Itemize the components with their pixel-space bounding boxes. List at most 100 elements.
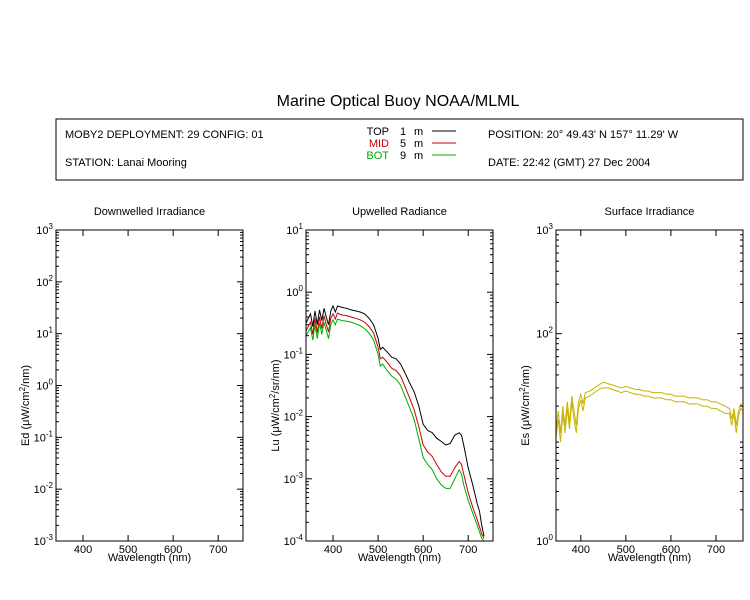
y-tick-base: 10	[34, 432, 46, 444]
position-text: POSITION: 20° 49.43' N 157° 11.29' W	[488, 129, 679, 141]
y-tick-label: 103	[536, 222, 553, 237]
y-tick-exponent: -2	[296, 409, 304, 418]
y-axis-label-part: Lu (	[270, 432, 282, 451]
y-tick-exponent: 0	[49, 378, 54, 387]
x-axis-label: Wavelength (nm)	[608, 552, 691, 564]
y-tick-base: 10	[36, 381, 48, 393]
y-tick-exponent: 3	[49, 222, 54, 231]
y-tick-exponent: -1	[46, 429, 54, 438]
y-tick-label: 10-4	[284, 533, 304, 548]
legend-depth-value: 9	[400, 150, 406, 162]
x-tick-label: 700	[209, 544, 227, 556]
y-axis-label: Ed (μW/cm2/nm)	[18, 365, 32, 446]
x-tick-label: 700	[707, 544, 725, 556]
y-axis-label-part: μW/cm	[270, 398, 282, 432]
depth-legend: TOP 1 m MID 5 m BOT 9 m	[366, 126, 456, 162]
y-axis-label-part: /nm)	[520, 365, 532, 387]
y-tick-base: 10	[34, 536, 46, 548]
plot-frame	[55, 229, 244, 542]
y-axis-label-part: 2	[268, 393, 277, 398]
y-tick-base: 10	[36, 225, 48, 237]
y-axis-label-part: Ed (	[20, 426, 32, 447]
x-tick-label: 600	[662, 544, 680, 556]
x-axis-label: Wavelength (nm)	[358, 552, 441, 564]
legend-depth-unit: m	[414, 126, 423, 138]
y-tick-label: 10-1	[34, 429, 54, 444]
y-axis-label-part: 2	[518, 387, 527, 392]
header-box: MOBY2 DEPLOYMENT: 29 CONFIG: 01 STATION:…	[55, 118, 744, 181]
y-tick-label: 103	[36, 222, 53, 237]
y-axis-label-part: Es (	[520, 426, 532, 446]
x-tick-label: 600	[164, 544, 182, 556]
y-tick-exponent: 3	[549, 222, 554, 231]
legend-label-top: TOP	[367, 126, 389, 138]
y-tick-label: 100	[36, 378, 53, 393]
y-tick-exponent: 2	[549, 326, 554, 335]
x-tick-label: 500	[617, 544, 635, 556]
y-tick-exponent: 1	[299, 222, 304, 231]
y-tick-label: 100	[286, 284, 303, 299]
y-tick-base: 10	[536, 329, 548, 341]
chart-title: Downwelled Irradiance	[94, 206, 205, 218]
x-tick-label: 500	[369, 544, 387, 556]
y-tick-label: 10-3	[34, 533, 54, 548]
y-axis-label-part: /nm)	[20, 365, 32, 387]
y-tick-base: 10	[286, 225, 298, 237]
legend-depth-value: 5	[400, 138, 406, 150]
y-tick-base: 10	[36, 277, 48, 289]
y-tick-exponent: 2	[49, 274, 54, 283]
y-axis-label-part: μW/cm	[520, 392, 532, 426]
x-axis-label: Wavelength (nm)	[108, 552, 191, 564]
x-tick-label: 400	[572, 544, 590, 556]
legend-label-bot: BOT	[366, 150, 389, 162]
y-tick-label: 101	[36, 326, 53, 341]
chart-title: Upwelled Radiance	[352, 206, 447, 218]
y-tick-base: 10	[34, 484, 46, 496]
chart-panel-1: Downwelled Irradiance 400 500 600 700 Wavelen…	[18, 206, 244, 564]
series-line-top	[306, 304, 485, 537]
y-axis-label-part: μW/cm	[20, 391, 32, 425]
y-tick-exponent: -3	[46, 533, 54, 542]
y-tick-exponent: 0	[299, 284, 304, 293]
y-tick-label: 101	[286, 222, 303, 237]
y-tick-base: 10	[284, 474, 296, 486]
series-line-mid	[306, 312, 485, 539]
date-text: DATE: 22:42 (GMT) 27 Dec 2004	[488, 157, 650, 169]
x-tick-label: 600	[414, 544, 432, 556]
y-tick-base: 10	[36, 329, 48, 341]
y-axis-label-part: /sr/nm)	[270, 359, 282, 393]
y-tick-label: 102	[536, 326, 553, 341]
series-line-surface-a	[556, 381, 743, 434]
y-tick-exponent: -3	[296, 471, 304, 480]
y-tick-exponent: 1	[49, 326, 54, 335]
legend-depth-value: 1	[400, 126, 406, 138]
plot-frame	[555, 229, 744, 542]
y-tick-exponent: -2	[46, 481, 54, 490]
y-tick-exponent: -1	[296, 346, 304, 355]
x-tick-label: 400	[74, 544, 92, 556]
x-tick-label: 400	[324, 544, 342, 556]
y-axis-label-part: 2	[18, 386, 27, 391]
chart-panel-2: Upwelled Radiance 400 500 600 700 Wavelength …	[268, 206, 494, 564]
chart-panels: Downwelled Irradiance 400 500 600 700 Wavelen…	[18, 206, 744, 564]
series-line-surface-b	[556, 387, 743, 443]
y-tick-label: 10-2	[284, 409, 304, 424]
y-tick-exponent: -4	[296, 533, 304, 542]
deployment-text: MOBY2 DEPLOYMENT: 29 CONFIG: 01	[65, 129, 264, 141]
y-tick-base: 10	[286, 287, 298, 299]
station-text: STATION: Lanai Mooring	[65, 157, 187, 169]
y-tick-base: 10	[536, 225, 548, 237]
series-line-bot	[306, 318, 485, 541]
y-tick-label: 100	[536, 533, 553, 548]
y-axis-label: Lu (μW/cm2/sr/nm)	[268, 359, 282, 451]
chart-panel-3: Surface Irradiance 400 500 600 700 Wavelength…	[518, 206, 744, 564]
y-tick-label: 10-2	[34, 481, 54, 496]
chart-title: Surface Irradiance	[605, 206, 695, 218]
legend-depth-unit: m	[414, 138, 423, 150]
x-tick-label: 700	[459, 544, 477, 556]
y-axis-label: Es (μW/cm2/nm)	[518, 365, 532, 445]
x-tick-label: 500	[119, 544, 137, 556]
y-tick-base: 10	[284, 412, 296, 424]
y-tick-label: 10-1	[284, 346, 304, 361]
